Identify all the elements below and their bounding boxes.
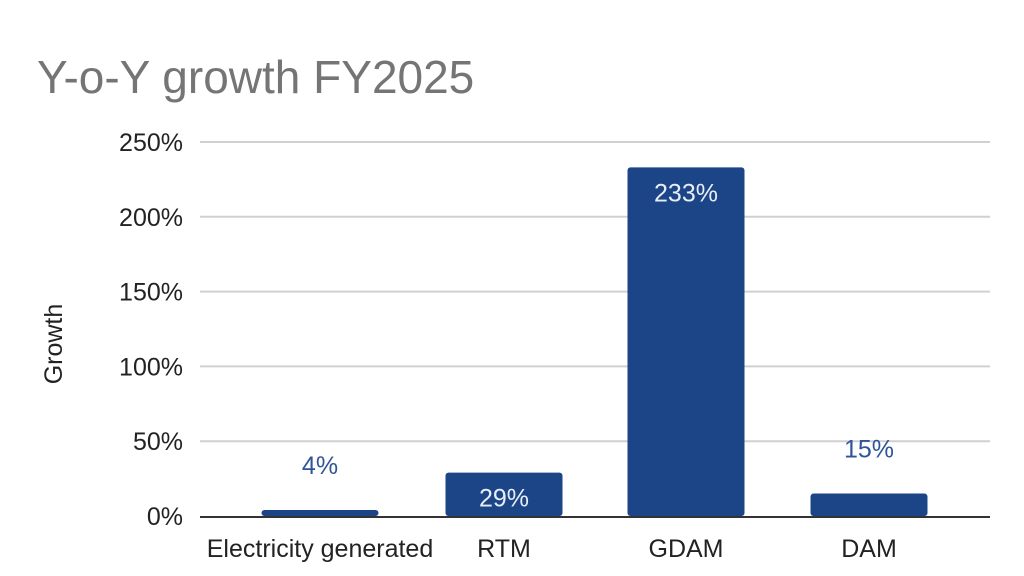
x-category-label: RTM — [477, 535, 531, 563]
axes: 0% 50% 100% 150% 200% 250% Electricity generat… — [119, 129, 990, 563]
y-tick-label: 50% — [133, 428, 183, 456]
x-category-label: GDAM — [649, 535, 724, 563]
y-tick-label: 150% — [119, 279, 183, 307]
gridlines — [200, 141, 990, 443]
y-tick-label: 200% — [119, 204, 183, 232]
bar-gdam — [627, 167, 745, 516]
bar-dam — [810, 493, 928, 516]
x-category-label: DAM — [841, 535, 897, 563]
bars: 4% 29% 233% 15% — [261, 167, 928, 516]
chart-title: Y-o-Y growth FY2025 — [37, 51, 474, 103]
data-label: 29% — [479, 485, 529, 513]
data-label: 233% — [654, 179, 718, 207]
bar-rtm — [445, 472, 563, 516]
y-tick-label: 250% — [119, 129, 183, 157]
y-axis-label: Growth — [40, 304, 68, 385]
bar-electricity-generated — [261, 510, 379, 516]
x-category-label: Electricity generated — [207, 535, 434, 563]
y-tick-label: 0% — [147, 503, 183, 531]
data-label: 15% — [844, 436, 894, 464]
data-label: 4% — [302, 452, 338, 480]
y-tick-label: 100% — [119, 353, 183, 381]
